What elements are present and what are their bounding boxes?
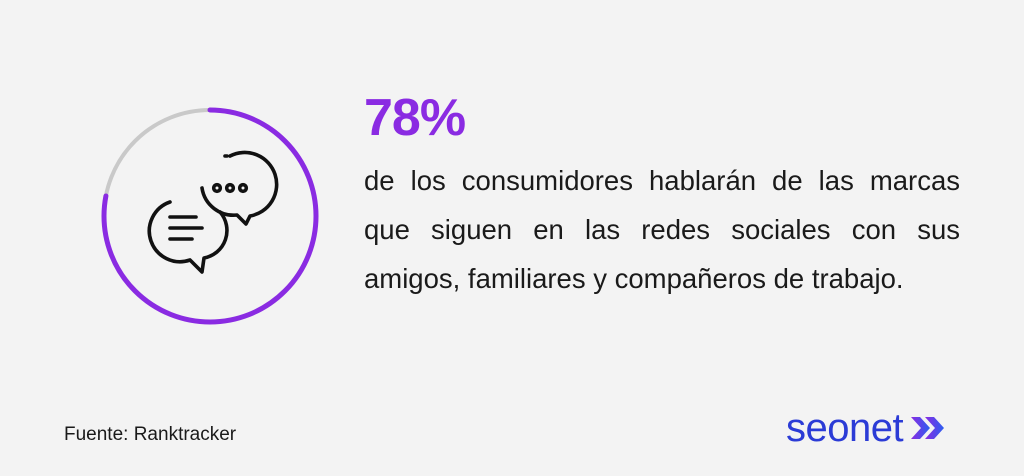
chat-bubbles-icon	[147, 150, 279, 274]
double-chevron-icon	[911, 417, 945, 439]
brand-name: seonet	[786, 406, 904, 450]
stat-percentage: 78%	[364, 89, 466, 147]
stat-description: de los consumidores hablarán de las marc…	[364, 165, 960, 294]
brand-logo: seonet	[786, 402, 947, 454]
source-credit: Fuente: Ranktracker	[64, 424, 237, 445]
progress-ring	[101, 107, 319, 325]
ring-progress	[101, 107, 319, 325]
